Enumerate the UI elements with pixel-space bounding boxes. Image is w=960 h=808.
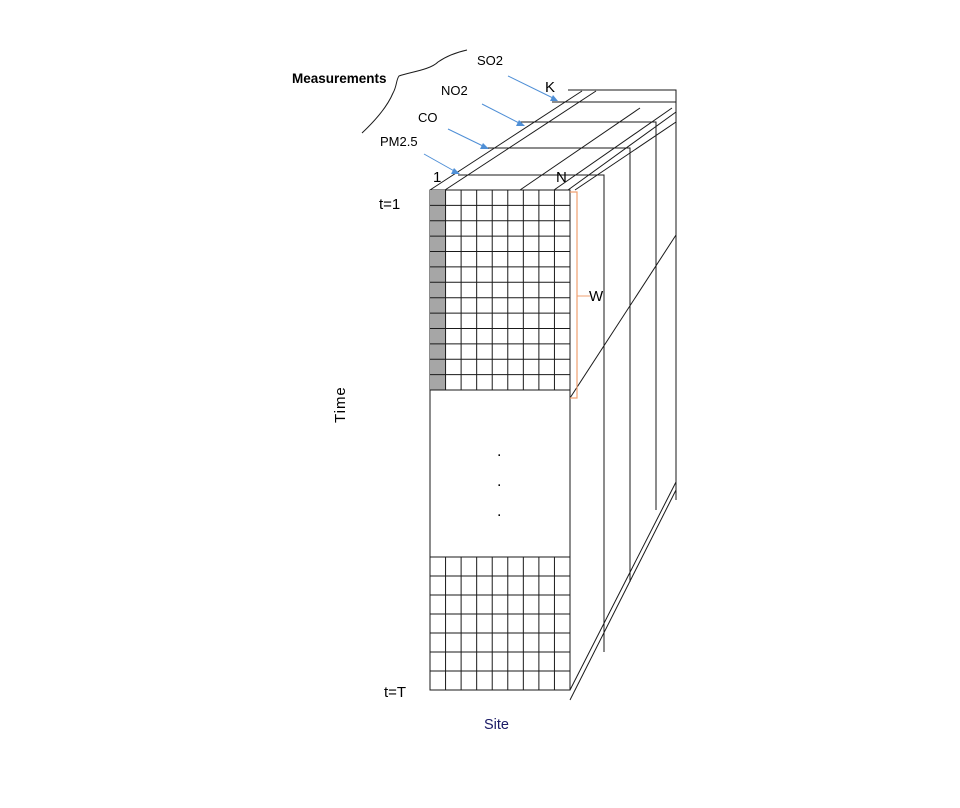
arrow-pm25 [423,153,457,173]
layer-labels: SO2 NO2 CO PM2.5 K [380,53,558,174]
layer-label-pm25: PM2.5 [380,134,418,149]
ellipsis-dot: . [497,443,501,460]
arrow-head-co [480,143,489,149]
arrow-head-no2 [516,120,525,126]
arrow-no2 [481,103,522,125]
front-face-outline [429,189,571,691]
site-axis-label: Site [484,717,509,733]
measurements-label: Measurements [292,71,387,86]
site-last-label: N [556,169,567,186]
layer-label-k: K [545,79,555,96]
layer-label-so2: SO2 [477,53,503,68]
time-axis-label: Time [332,386,349,423]
window-bracket: W [570,191,604,399]
window-label: W [589,288,604,305]
layer-label-no2: NO2 [441,83,468,98]
arrow-so2 [507,75,556,100]
arrow-head-so2 [550,95,558,101]
layer-label-co: CO [418,110,438,125]
front-face [429,189,571,691]
time-last-label: t=T [384,684,406,701]
back-layers [429,89,677,701]
measurements-brace: Measurements [292,49,468,134]
time-first-label: t=1 [379,196,400,213]
arrow-co [447,128,486,148]
ellipsis-dot: . [497,473,501,490]
ellipsis-dot: . [497,503,501,520]
site-first-label: 1 [433,169,441,186]
window-highlight-column [430,190,446,390]
arrow-head-pm25 [451,168,460,174]
index-labels: 1 N t=1 t=T Time Site [332,169,567,733]
window-grid [430,190,570,390]
bottom-grid [430,557,570,690]
ellipsis: . . . [497,443,501,520]
